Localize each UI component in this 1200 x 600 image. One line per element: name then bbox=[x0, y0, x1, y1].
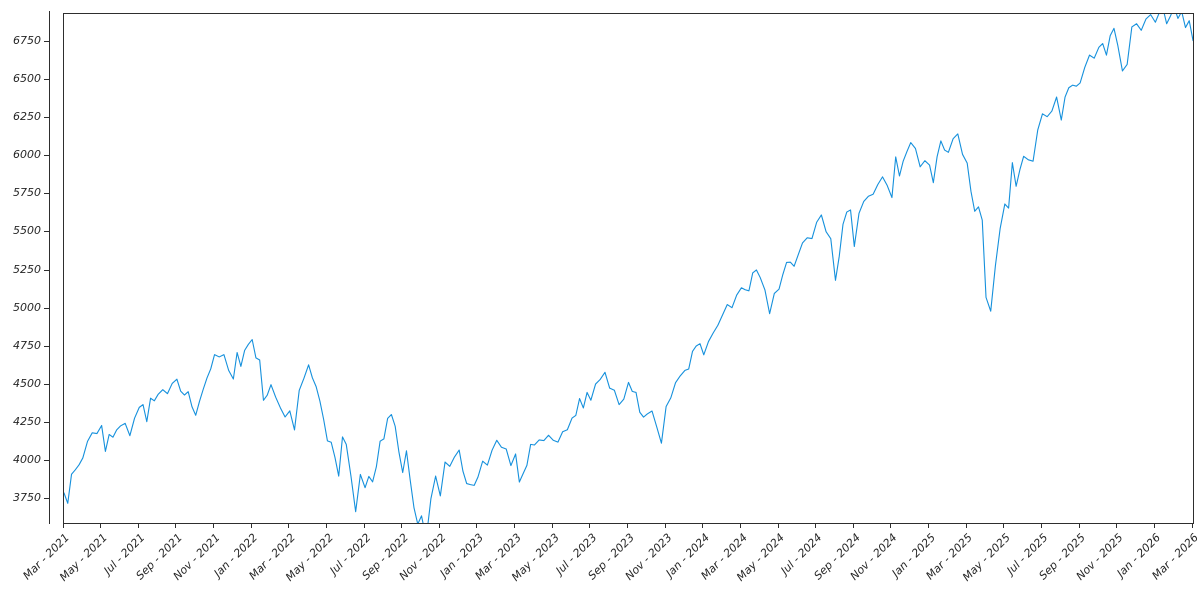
price-line-chart bbox=[64, 14, 1193, 523]
y-tick-mark bbox=[44, 41, 49, 43]
y-tick-label: 6750 bbox=[13, 34, 41, 48]
y-tick-label: 5500 bbox=[13, 224, 41, 238]
x-tick-mark bbox=[1153, 523, 1155, 528]
x-tick-mark bbox=[514, 523, 516, 528]
x-tick-mark bbox=[1078, 523, 1080, 528]
y-tick-label: 5250 bbox=[13, 262, 41, 276]
x-tick-mark bbox=[739, 523, 741, 528]
x-tick-mark bbox=[664, 523, 666, 528]
y-tick-label: 4250 bbox=[13, 414, 41, 428]
x-tick-mark bbox=[589, 523, 591, 528]
x-tick-mark bbox=[928, 523, 930, 528]
y-tick-mark bbox=[44, 421, 49, 423]
y-tick-mark bbox=[44, 345, 49, 347]
x-tick-mark bbox=[137, 523, 139, 528]
y-tick-mark bbox=[44, 383, 49, 385]
y-axis-spine bbox=[49, 11, 50, 524]
y-tick-label: 3750 bbox=[13, 491, 41, 505]
x-tick-mark bbox=[852, 523, 854, 528]
x-tick-mark bbox=[438, 523, 440, 528]
y-tick-mark bbox=[44, 155, 49, 157]
x-tick-mark bbox=[250, 523, 252, 528]
plot-area bbox=[63, 13, 1194, 524]
x-tick-mark bbox=[213, 523, 215, 528]
y-tick-label: 4000 bbox=[13, 452, 41, 466]
y-tick-label: 6500 bbox=[13, 72, 41, 86]
x-tick-mark bbox=[551, 523, 553, 528]
price-line bbox=[64, 14, 1193, 523]
x-tick-mark bbox=[175, 523, 177, 528]
y-tick-mark bbox=[44, 79, 49, 81]
y-tick-mark bbox=[44, 459, 49, 461]
x-tick-mark bbox=[890, 523, 892, 528]
x-tick-mark bbox=[1191, 523, 1193, 528]
y-tick-mark bbox=[44, 307, 49, 309]
y-tick-mark bbox=[44, 269, 49, 271]
y-tick-label: 4500 bbox=[13, 376, 41, 390]
x-tick-mark bbox=[288, 523, 290, 528]
x-tick-mark bbox=[476, 523, 478, 528]
x-tick-mark bbox=[401, 523, 403, 528]
x-tick-mark bbox=[1040, 523, 1042, 528]
x-tick-mark bbox=[100, 523, 102, 528]
y-tick-label: 6250 bbox=[13, 110, 41, 124]
y-tick-mark bbox=[44, 231, 49, 233]
x-tick-mark bbox=[702, 523, 704, 528]
x-tick-mark bbox=[1003, 523, 1005, 528]
y-tick-label: 6000 bbox=[13, 148, 41, 162]
x-tick-mark bbox=[777, 523, 779, 528]
x-tick-mark bbox=[627, 523, 628, 528]
y-tick-mark bbox=[44, 193, 49, 195]
x-tick-mark bbox=[363, 523, 365, 528]
y-tick-mark bbox=[44, 117, 49, 119]
y-tick-mark bbox=[44, 498, 49, 500]
x-tick-mark bbox=[62, 523, 64, 528]
y-tick-label: 4750 bbox=[13, 338, 41, 352]
x-tick-mark bbox=[815, 523, 817, 528]
x-tick-mark bbox=[1116, 523, 1118, 528]
y-tick-label: 5000 bbox=[13, 300, 41, 314]
x-tick-mark bbox=[965, 523, 967, 528]
y-tick-label: 5750 bbox=[13, 186, 41, 200]
x-tick-mark bbox=[325, 523, 327, 528]
